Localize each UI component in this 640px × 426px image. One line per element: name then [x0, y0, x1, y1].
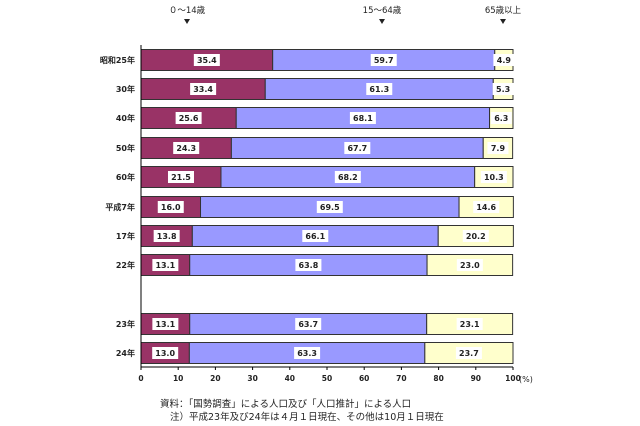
data-label-bg — [490, 112, 512, 124]
data-label-bg — [190, 83, 217, 95]
data-label: 13.1 — [155, 320, 175, 329]
data-label-bg — [456, 259, 483, 271]
triangle-marker-icon — [379, 19, 385, 24]
category-label: 24年 — [116, 348, 135, 358]
data-label: 66.1 — [305, 232, 325, 241]
x-tick-label: 80 — [433, 374, 443, 383]
data-label: 61.3 — [369, 85, 389, 94]
data-label-bg — [167, 171, 194, 183]
source-note: 資料：「国勢調査」による人口及び「人口推計」による人口 — [160, 399, 412, 410]
data-label-bg — [316, 201, 343, 213]
x-tick-label: 100 — [505, 374, 521, 383]
x-tick-label: 90 — [471, 374, 481, 383]
data-label-bg — [370, 54, 397, 66]
data-label-bg — [492, 83, 514, 95]
data-label: 63.3 — [297, 349, 317, 358]
data-label-bg — [334, 171, 361, 183]
data-label-bg — [344, 142, 371, 154]
footnote: 注）平成23年及び24年は４月１日現在、その他は10月１日現在 — [170, 412, 444, 423]
x-tick-label: 60 — [359, 374, 369, 383]
data-label: 10.3 — [484, 173, 504, 182]
data-label-bg — [173, 142, 200, 154]
data-label: 63.7 — [298, 320, 318, 329]
data-label: 68.2 — [338, 173, 358, 182]
data-label-bg — [493, 54, 515, 66]
x-tick-label: 30 — [247, 374, 257, 383]
series-label: 65歳以上 — [485, 5, 522, 16]
category-label: 30年 — [116, 84, 135, 94]
data-label-bg — [455, 347, 482, 359]
data-label-bg — [295, 259, 322, 271]
data-label: 63.8 — [299, 261, 319, 270]
data-label: 7.9 — [491, 144, 506, 153]
triangle-marker-icon — [184, 19, 190, 24]
data-label: 14.6 — [476, 203, 496, 212]
data-label-bg — [302, 230, 329, 242]
data-label: 6.3 — [494, 114, 508, 123]
data-label: 68.1 — [353, 114, 373, 123]
data-label: 35.4 — [197, 56, 217, 65]
data-label-bg — [157, 201, 184, 213]
data-label: 67.7 — [347, 144, 367, 153]
data-label-bg — [193, 54, 220, 66]
data-label-bg — [152, 259, 179, 271]
data-label: 20.2 — [466, 232, 486, 241]
data-label: 23.1 — [460, 320, 480, 329]
x-tick-label: 40 — [285, 374, 295, 383]
data-label-bg — [153, 230, 180, 242]
data-label: 25.6 — [179, 114, 199, 123]
category-label: 23年 — [116, 319, 135, 329]
category-label: 40年 — [116, 113, 135, 123]
data-label: 13.0 — [155, 349, 175, 358]
category-label: 50年 — [116, 143, 135, 153]
data-label: 13.1 — [155, 261, 175, 270]
triangle-marker-icon — [500, 19, 506, 24]
category-label: 17年 — [116, 231, 135, 241]
data-label: 13.8 — [157, 232, 177, 241]
data-label: 16.0 — [161, 203, 181, 212]
data-label: 23.7 — [459, 349, 479, 358]
category-label: 昭和25年 — [100, 55, 135, 65]
series-label: ０～14歳 — [169, 5, 206, 16]
data-label-bg — [462, 230, 489, 242]
data-label-bg — [349, 112, 376, 124]
data-label: 69.5 — [320, 203, 340, 212]
category-label: 60年 — [116, 172, 135, 182]
x-unit-label: (%) — [519, 375, 533, 384]
data-label-bg — [456, 318, 483, 330]
x-tick-label: 20 — [210, 374, 220, 383]
data-label: 5.3 — [496, 85, 510, 94]
series-label: 15～64歳 — [363, 5, 402, 16]
data-label: 21.5 — [171, 173, 191, 182]
data-label-bg — [152, 347, 179, 359]
data-label-bg — [366, 83, 393, 95]
category-label: 22年 — [116, 260, 135, 270]
data-label-bg — [152, 318, 179, 330]
data-label: 4.9 — [497, 56, 512, 65]
data-label-bg — [473, 201, 500, 213]
data-label: 33.4 — [193, 85, 213, 94]
data-label-bg — [487, 142, 509, 154]
data-label: 59.7 — [374, 56, 394, 65]
x-tick-label: 70 — [396, 374, 406, 383]
data-label-bg — [480, 171, 507, 183]
data-label: 23.0 — [460, 261, 480, 270]
data-label-bg — [295, 318, 322, 330]
x-tick-label: 10 — [173, 374, 183, 383]
data-label-bg — [294, 347, 321, 359]
category-label: 平成7年 — [105, 202, 135, 212]
data-label: 24.3 — [176, 144, 196, 153]
data-label-bg — [175, 112, 202, 124]
x-tick-label: 0 — [138, 374, 143, 383]
x-tick-label: 50 — [322, 374, 332, 383]
